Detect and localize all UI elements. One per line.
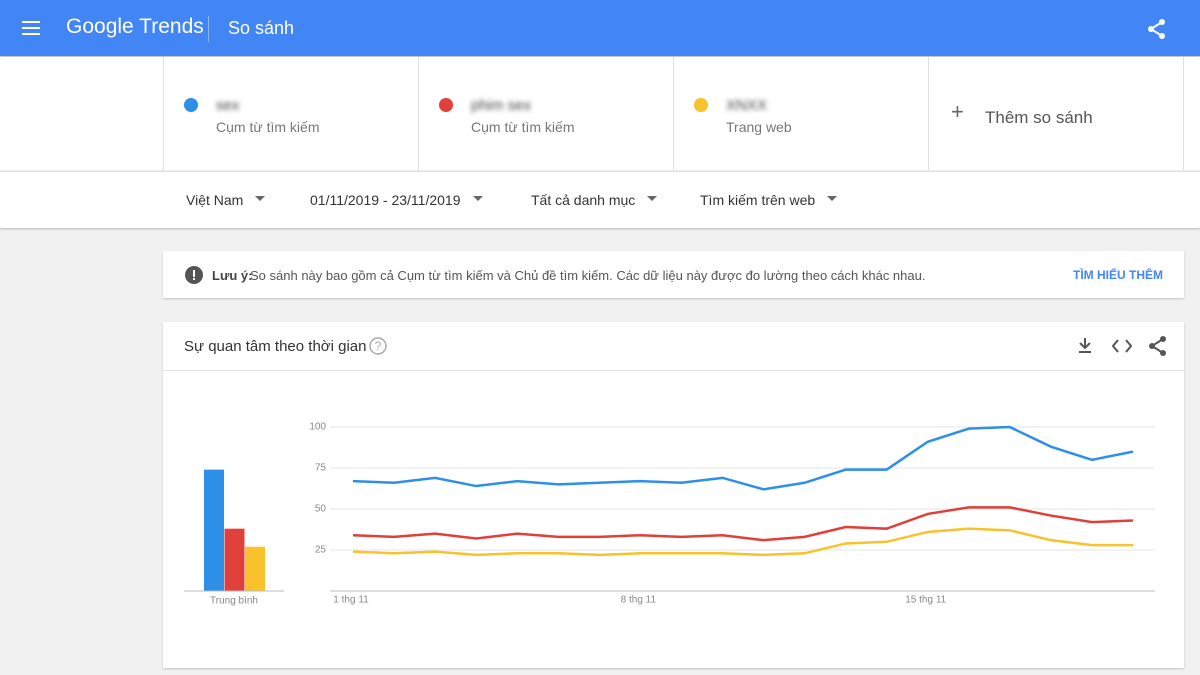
chart-title: Sự quan tâm theo thời gian (184, 338, 367, 355)
terms-bar: sex Cụm từ tìm kiếm phim sex Cụm từ tìm ki… (0, 57, 1200, 170)
note-card: Lưu ý: So sánh này bao gồm cả Cụm từ tìm… (163, 251, 1184, 298)
menu-icon[interactable] (22, 19, 42, 37)
note-text: So sánh này bao gồm cả Cụm từ tìm kiếm v… (250, 268, 926, 283)
add-card[interactable]: + Thêm so sánh (928, 57, 1184, 170)
term-dot (694, 98, 708, 112)
header: Google Trends So sánh (0, 0, 1200, 56)
chart-card: Sự quan tâm theo thời gian ? (163, 322, 1184, 668)
page-title: So sánh (228, 18, 295, 38)
share-icon[interactable] (1147, 19, 1167, 39)
filter[interactable]: Tìm kiếm trên web (700, 192, 837, 208)
divider (163, 370, 1184, 371)
svg-text:?: ? (375, 339, 382, 353)
filter[interactable]: 01/11/2019 - 23/11/2019 (310, 192, 483, 208)
term-name: XNXX (726, 97, 767, 114)
note-label: Lưu ý: (212, 268, 253, 283)
share-icon[interactable] (1148, 336, 1168, 356)
info-icon (185, 266, 203, 284)
term-dot (184, 98, 198, 112)
term-kind: Cụm từ tìm kiếm (471, 119, 575, 135)
help-icon[interactable]: ? (368, 336, 388, 356)
term-kind: Cụm từ tìm kiếm (216, 119, 320, 135)
term-card[interactable]: sex Cụm từ tìm kiếm (163, 57, 418, 170)
term-card[interactable]: XNXX Trang web (673, 57, 928, 170)
term-dot (439, 98, 453, 112)
filter[interactable]: Việt Nam (186, 192, 265, 208)
filters-bar: Việt Nam 01/11/2019 - 23/11/2019 Tất cả … (0, 171, 1200, 228)
learn-more[interactable]: TÌM HIỂU THÊM (1073, 268, 1163, 282)
add-compare: Thêm so sánh (985, 108, 1093, 127)
logo[interactable]: Google Trends (66, 15, 204, 38)
term-name: phim sex (471, 97, 532, 114)
term-kind: Trang web (726, 119, 792, 135)
embed-icon[interactable] (1112, 338, 1132, 354)
term-name: sex (216, 97, 240, 114)
filter[interactable]: Tất cả danh mục (531, 192, 657, 208)
download-icon[interactable] (1077, 337, 1093, 355)
divider (208, 16, 209, 42)
term-card[interactable]: phim sex Cụm từ tìm kiếm (418, 57, 673, 170)
plus-icon: + (951, 99, 964, 124)
